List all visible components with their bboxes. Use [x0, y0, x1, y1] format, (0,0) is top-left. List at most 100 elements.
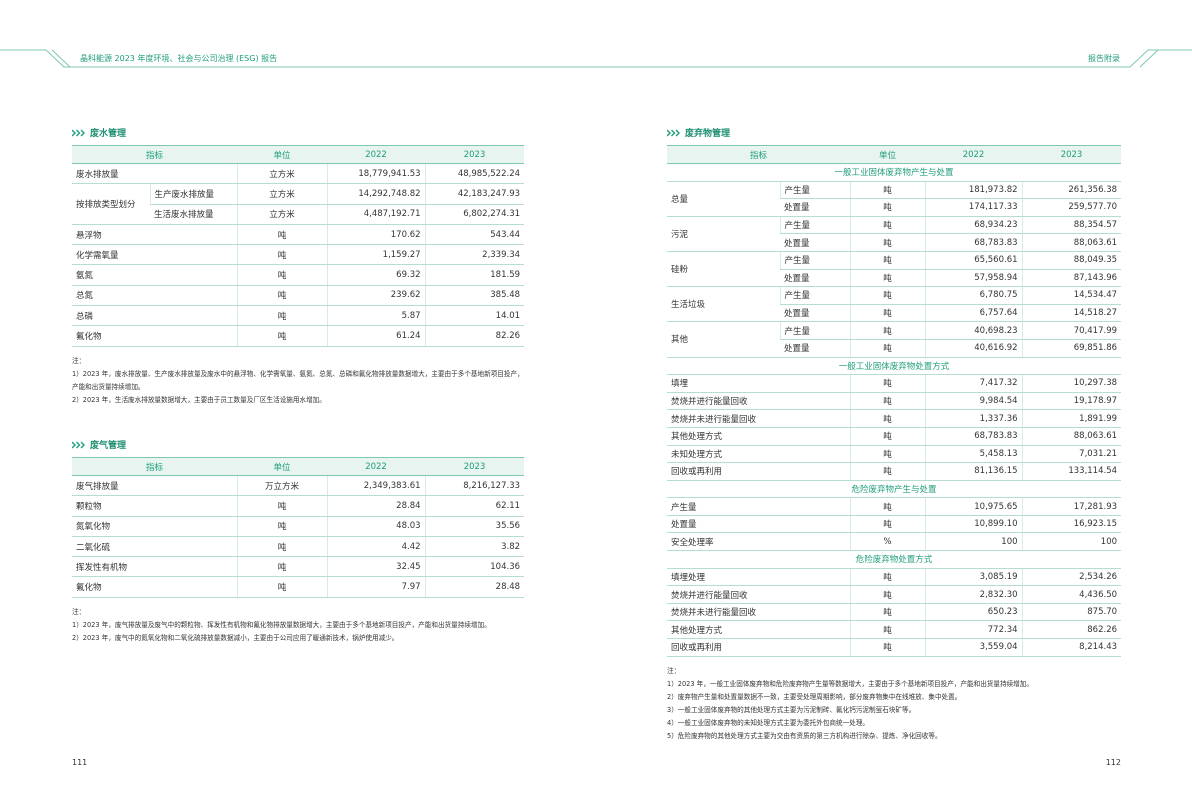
unit-cell: 吨 — [849, 286, 926, 305]
header-cell: 2022 — [327, 145, 426, 164]
data-row: 焚烧并未进行能量回收吨 650.23 875.70 — [667, 603, 1122, 622]
data-row: 生活垃圾 产生量吨 6,780.75 14,534.47 — [667, 286, 1122, 323]
value-cell: 3.82 — [424, 536, 525, 558]
header-decoration — [0, 49, 1192, 68]
value-cell: 48,985,522.24 — [424, 163, 525, 185]
data-row: 产生量吨 10,975.65 17,281.93 — [667, 497, 1122, 516]
header-cell: 单位 — [237, 457, 328, 476]
group-label: 污泥 — [667, 216, 780, 252]
row-label: 处置量 — [780, 198, 851, 217]
unit-cell: 吨 — [849, 181, 926, 200]
data-row: 其他处理方式吨 68,783.83 88,063.61 — [667, 427, 1122, 446]
section-row: 危险废弃物处置方式 — [667, 550, 1122, 569]
value-cell: 65,560.61 — [924, 251, 1023, 270]
header-cell: 2022 — [327, 457, 426, 476]
value-cell: 16,923.15 — [1021, 515, 1122, 534]
data-row: 氮氧化物吨 48.03 35.56 — [72, 516, 525, 537]
value-cell: 40,698.23 — [924, 321, 1023, 340]
data-row: 回收或再利用吨 81,136.15 133,114.54 — [667, 462, 1122, 481]
value-cell: 88,354.57 — [1021, 216, 1122, 235]
unit-cell: 立方米 — [236, 163, 328, 185]
unit-cell: 吨 — [849, 374, 926, 393]
value-cell: 2,339.34 — [424, 244, 525, 266]
value-cell: 8,214.43 — [1021, 638, 1122, 657]
data-row: 总氮吨 239.62 385.48 — [72, 285, 525, 307]
row-label: 氮氧化物 — [72, 516, 238, 537]
row-label: 填埋 — [667, 374, 851, 393]
data-row: 处置量吨 68,783.83 88,063.61 — [667, 233, 1122, 252]
value-cell: 88,063.61 — [1021, 427, 1122, 446]
value-cell: 28.48 — [424, 576, 525, 598]
row-label: 二氧化硫 — [72, 536, 238, 558]
value-cell: 174,117.33 — [924, 198, 1023, 217]
unit-cell: 吨 — [849, 462, 926, 481]
value-cell: 543.44 — [424, 224, 525, 246]
unit-cell: 吨 — [849, 445, 926, 464]
unit-cell: 吨 — [849, 233, 926, 252]
section-title: 废水管理 — [72, 126, 524, 139]
value-cell: 875.70 — [1021, 603, 1122, 622]
value-cell: 2,832.30 — [924, 585, 1023, 604]
header-cell: 单位 — [850, 145, 926, 164]
table-section-title: 一般工业固体废弃物处置方式 — [667, 357, 1122, 376]
unit-cell: 吨 — [849, 638, 926, 657]
row-label: 生活废水排放量 — [150, 204, 238, 225]
section-icon — [667, 129, 680, 136]
header-cell: 指标 — [667, 145, 851, 164]
header-cell: 指标 — [72, 145, 238, 164]
report-title: 晶科能源 2023 年度环境、社会与公司治理 (ESG) 报告 — [80, 54, 278, 63]
unit-cell: 吨 — [236, 244, 328, 266]
section-title-text: 废弃物管理 — [685, 129, 731, 139]
value-cell: 19,178.97 — [1021, 392, 1122, 411]
header-row: 指标 单位 2022 2023 — [72, 457, 525, 476]
row-label: 焚烧并未进行能量回收 — [667, 409, 851, 428]
value-cell: 104.36 — [424, 556, 525, 578]
unit-cell: 立方米 — [236, 204, 328, 225]
section-title: 废气管理 — [72, 438, 524, 451]
value-cell: 10,899.10 — [924, 515, 1023, 534]
section-icon — [72, 129, 85, 136]
value-cell: 69.32 — [326, 264, 426, 286]
note: 3）一般工业固体废弃物的其他处理方式主要为污泥制砖、氟化钙污泥制萤石块矿等。 — [667, 705, 916, 714]
unit-cell: 吨 — [849, 216, 926, 235]
row-label: 回收或再利用 — [667, 462, 851, 481]
value-cell: 18,779,941.53 — [326, 163, 426, 185]
unit-cell: 吨 — [236, 556, 328, 578]
unit-cell: % — [849, 532, 926, 552]
unit-cell: 吨 — [849, 321, 926, 340]
value-cell: 14,534.47 — [1021, 286, 1122, 305]
row-label: 焚烧并进行能量回收 — [667, 585, 851, 604]
data-row: 未知处理方式吨 5,458.13 7,031.21 — [667, 445, 1122, 464]
note: 1）2023 年，一般工业固体废弃物和危险废弃物产生量等数据增大，主要由于多个基… — [667, 679, 1033, 688]
row-label: 氟化物 — [72, 325, 238, 347]
value-cell: 2,534.26 — [1021, 568, 1122, 587]
value-cell: 70,417.99 — [1021, 321, 1122, 340]
row-label: 其他处理方式 — [667, 427, 851, 446]
row-label: 其他处理方式 — [667, 620, 851, 640]
value-cell: 68,934.23 — [924, 216, 1023, 235]
row-label: 填埋处理 — [667, 568, 851, 587]
value-cell: 14,292,748.82 — [326, 183, 426, 205]
table-section-title: 一般工业固体废弃物产生与处置 — [667, 163, 1122, 182]
value-cell: 4,487,192.71 — [326, 204, 426, 225]
data-row: 焚烧并进行能量回收吨 2,832.30 4,436.50 — [667, 585, 1122, 604]
unit-cell: 吨 — [849, 620, 926, 640]
value-cell: 2,349,383.61 — [326, 475, 426, 497]
row-label: 安全处理率 — [667, 532, 851, 552]
value-cell: 100 — [1021, 532, 1122, 552]
note: 4）一般工业固体废弃物的未知处理方式主要为委托外包商统一处理。 — [667, 718, 870, 727]
value-cell: 3,559.04 — [924, 638, 1023, 657]
value-cell: 385.48 — [424, 285, 525, 307]
data-row: 填埋吨 7,417.32 10,297.38 — [667, 374, 1122, 393]
value-cell: 4.42 — [326, 536, 426, 558]
value-cell: 88,063.61 — [1021, 233, 1122, 252]
row-label: 废气排放量 — [72, 475, 238, 497]
unit-cell: 吨 — [849, 585, 926, 604]
notes: 注： 1）2023 年，一般工业固体废弃物和危险废弃物产生量等数据增大，主要由于多… — [667, 665, 1121, 743]
note: 2）废弃物产生量和处置量数据不一致，主要受处理周期影响，部分废弃物集中在线堆放、… — [667, 692, 962, 701]
header-row: 指标 单位 2022 2023 — [72, 145, 525, 164]
unit-cell: 吨 — [849, 339, 926, 358]
note: 5）危险废弃物的其他处理方式主要为交由有资质的第三方机构进行除杂、提炼、净化回收… — [667, 731, 942, 740]
section-name: 报告附录 — [1088, 54, 1120, 63]
value-cell: 81,136.15 — [924, 462, 1023, 481]
